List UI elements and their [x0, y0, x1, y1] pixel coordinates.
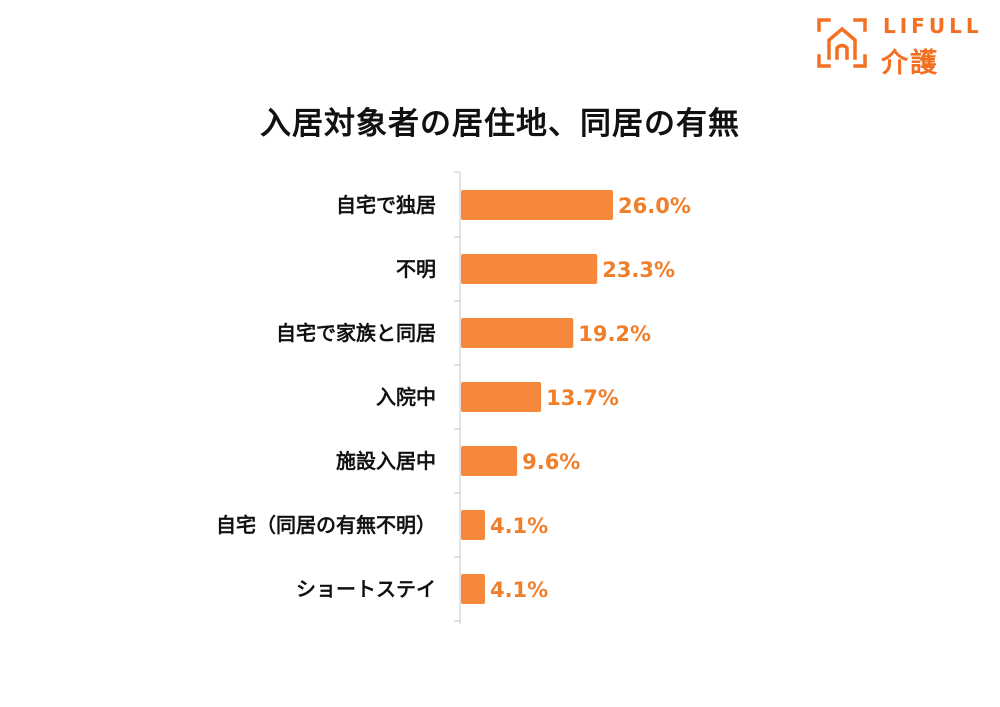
lifull-kaigo-logo: LIFULL 介護 — [815, 14, 985, 79]
bar — [461, 318, 574, 348]
bar — [461, 254, 598, 284]
bar — [461, 510, 485, 540]
value-label: 4.1% — [490, 514, 548, 538]
value-labels-group: 26.0% 23.3% 19.2% 13.7% 9.6% 4.1% 4.1% — [490, 194, 691, 602]
bars-group — [461, 190, 613, 604]
category-label: 入院中 — [376, 385, 436, 409]
category-label: 自宅（同居の有無不明） — [216, 513, 436, 537]
value-label: 26.0% — [618, 194, 691, 218]
category-label: 施設入居中 — [336, 449, 436, 473]
category-label: 自宅で独居 — [336, 193, 436, 217]
value-label: 19.2% — [578, 322, 651, 346]
value-label: 4.1% — [490, 578, 548, 602]
chart-title: 入居対象者の居住地、同居の有無 — [260, 106, 740, 142]
logo-text-ja: 介護 — [881, 48, 939, 79]
category-label: 不明 — [396, 257, 436, 281]
bar — [461, 446, 518, 476]
value-label: 23.3% — [602, 258, 675, 282]
axis-ticks — [454, 171, 460, 622]
value-label: 13.7% — [546, 386, 619, 410]
bar — [461, 574, 485, 604]
logo-text-en: LIFULL — [883, 14, 983, 38]
bar — [461, 382, 542, 412]
value-label: 9.6% — [522, 450, 580, 474]
category-label: ショートステイ — [296, 577, 436, 601]
house-frame-logo-icon — [817, 18, 867, 68]
category-label: 自宅で家族と同居 — [276, 321, 436, 345]
bar — [461, 190, 613, 220]
